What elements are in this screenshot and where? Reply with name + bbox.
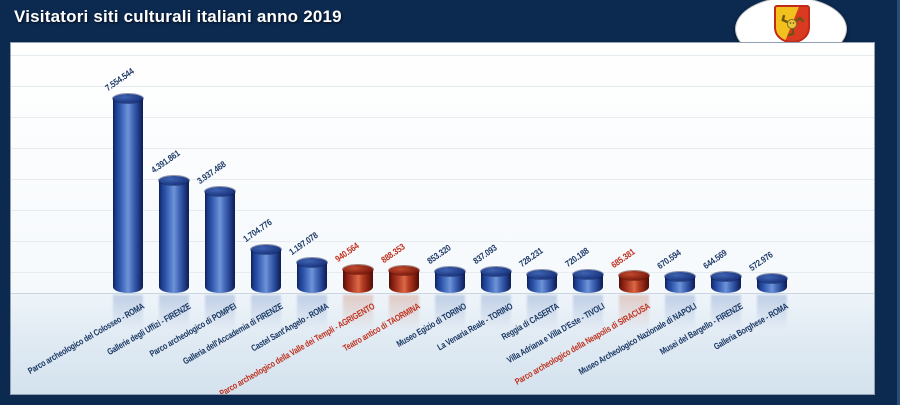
bar bbox=[435, 267, 465, 293]
bar-value-text: 1.197.078 bbox=[287, 230, 320, 257]
bar-cap bbox=[481, 267, 511, 276]
bar-cap bbox=[757, 274, 787, 283]
bar-cap bbox=[389, 266, 419, 275]
bar-body bbox=[113, 98, 143, 293]
bar-body bbox=[435, 271, 465, 293]
bar bbox=[481, 267, 511, 293]
right-edge-strip bbox=[897, 0, 900, 405]
bar-value-text: 940.564 bbox=[333, 240, 361, 264]
bar-value-text: 685.381 bbox=[609, 246, 637, 270]
bar-reflection bbox=[297, 295, 327, 329]
bar-value-text: 837.093 bbox=[471, 242, 499, 266]
bar-cap bbox=[251, 245, 281, 254]
bar-cap bbox=[113, 94, 143, 103]
bar-body bbox=[297, 262, 327, 293]
bar-reflection bbox=[389, 295, 419, 329]
bar-cap bbox=[297, 258, 327, 267]
chart-panel: 7.554.544 Parco archeologico del Colosseo… bbox=[10, 42, 875, 395]
bar-value-text: 1.704.776 bbox=[241, 217, 274, 244]
bar-body bbox=[573, 274, 603, 293]
page-title: Visitatori siti culturali italiani anno … bbox=[14, 7, 342, 26]
bar bbox=[389, 266, 419, 293]
bar-cap bbox=[159, 176, 189, 185]
bar bbox=[527, 270, 557, 293]
bars-layer: 7.554.544 Parco archeologico del Colosseo… bbox=[11, 43, 874, 394]
bar bbox=[343, 265, 373, 293]
bar-cap bbox=[665, 272, 695, 281]
bar-reflection bbox=[527, 295, 557, 329]
bar-reflection bbox=[159, 295, 189, 329]
bar bbox=[711, 272, 741, 293]
bar bbox=[205, 187, 235, 293]
bar-reflection bbox=[665, 295, 695, 329]
sicilian-flag-shield bbox=[774, 5, 810, 43]
bar-reflection bbox=[573, 295, 603, 329]
bar-body bbox=[251, 249, 281, 293]
bar-cap bbox=[527, 270, 557, 279]
bar-value-text: 853.320 bbox=[425, 242, 453, 266]
bar bbox=[113, 94, 143, 293]
bar-cap bbox=[711, 272, 741, 281]
bar-reflection bbox=[711, 295, 741, 329]
bar-body bbox=[159, 180, 189, 293]
floor-area bbox=[11, 293, 874, 394]
bar bbox=[619, 271, 649, 293]
bar bbox=[665, 272, 695, 293]
bar-cap bbox=[205, 187, 235, 196]
bar-cap bbox=[619, 271, 649, 280]
bar-value-text: 670.594 bbox=[655, 247, 683, 271]
bar bbox=[573, 270, 603, 293]
bar-body bbox=[481, 271, 511, 293]
bar-cap bbox=[435, 267, 465, 276]
bar-body bbox=[389, 270, 419, 293]
bar-reflection bbox=[205, 295, 235, 329]
bar-reflection bbox=[481, 295, 511, 329]
trinacria-icon bbox=[781, 14, 805, 37]
bar bbox=[159, 176, 189, 293]
bar-value-text: 644.569 bbox=[701, 247, 729, 271]
bar-reflection bbox=[757, 295, 787, 329]
bar-body bbox=[527, 274, 557, 293]
bar bbox=[251, 245, 281, 293]
bar-body bbox=[205, 191, 235, 293]
bar-reflection bbox=[113, 295, 143, 329]
bar-reflection bbox=[619, 295, 649, 329]
bar-value-text: 4.391.861 bbox=[149, 148, 182, 175]
bar-cap bbox=[573, 270, 603, 279]
bar-value-text: 3.937.468 bbox=[195, 159, 228, 186]
bar-reflection bbox=[251, 295, 281, 329]
bar-value-text: 572.976 bbox=[747, 249, 775, 273]
bar-value-text: 7.554.544 bbox=[103, 66, 136, 93]
plot-area bbox=[11, 43, 874, 293]
bar-reflection bbox=[435, 295, 465, 329]
bar bbox=[297, 258, 327, 293]
bar bbox=[757, 274, 787, 293]
bar-reflection bbox=[343, 295, 373, 329]
bar-value-text: 720.188 bbox=[563, 245, 591, 269]
bar-value-text: 728.231 bbox=[517, 245, 545, 269]
bar-value-text: 888.353 bbox=[379, 241, 407, 265]
bar-cap bbox=[343, 265, 373, 274]
